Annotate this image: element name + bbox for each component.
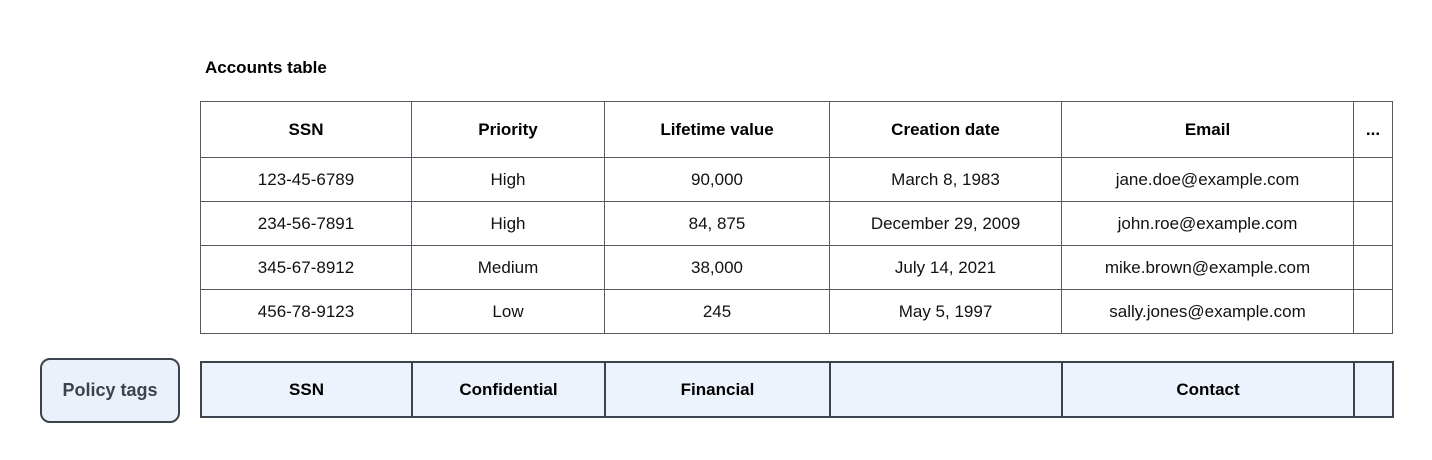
cell-email: mike.brown@example.com	[1061, 245, 1354, 290]
table-title: Accounts table	[205, 58, 327, 77]
header-row: SSN Priority Lifetime value Creation dat…	[200, 101, 1393, 158]
column-header-email: Email	[1061, 101, 1354, 158]
policy-tag-financial: Financial	[604, 361, 831, 418]
policy-tag-contact: Contact	[1061, 361, 1355, 418]
cell-priority: High	[411, 201, 605, 246]
column-header-lifetime-value: Lifetime value	[604, 101, 830, 158]
policy-tag-empty-1	[829, 361, 1063, 418]
cell-lifetime-value: 38,000	[604, 245, 830, 290]
policy-tags-button[interactable]: Policy tags	[40, 358, 180, 423]
column-header-more: ...	[1353, 101, 1393, 158]
cell-lifetime-value: 90,000	[604, 157, 830, 202]
policy-tag-cells: SSN Confidential Financial Contact	[200, 361, 1394, 418]
cell-lifetime-value: 245	[604, 289, 830, 334]
cell-creation-date: March 8, 1983	[829, 157, 1062, 202]
cell-lifetime-value: 84, 875	[604, 201, 830, 246]
table-row: 234-56-7891 High 84, 875 December 29, 20…	[200, 201, 1393, 246]
cell-more	[1353, 201, 1393, 246]
cell-ssn: 123-45-6789	[200, 157, 412, 202]
policy-tag-empty-2	[1353, 361, 1394, 418]
cell-creation-date: May 5, 1997	[829, 289, 1062, 334]
cell-more	[1353, 157, 1393, 202]
cell-email: sally.jones@example.com	[1061, 289, 1354, 334]
cell-creation-date: July 14, 2021	[829, 245, 1062, 290]
cell-ssn: 234-56-7891	[200, 201, 412, 246]
policy-tag-ssn: SSN	[200, 361, 413, 418]
table-row: 345-67-8912 Medium 38,000 July 14, 2021 …	[200, 245, 1393, 290]
policy-tags-row: SSN Confidential Financial Contact	[200, 361, 1394, 418]
cell-more	[1353, 245, 1393, 290]
cell-priority: Low	[411, 289, 605, 334]
policy-tag-confidential: Confidential	[411, 361, 606, 418]
column-header-ssn: SSN	[200, 101, 412, 158]
cell-ssn: 345-67-8912	[200, 245, 412, 290]
cell-email: john.roe@example.com	[1061, 201, 1354, 246]
cell-priority: High	[411, 157, 605, 202]
policy-tags-button-label: Policy tags	[62, 380, 158, 400]
cell-email: jane.doe@example.com	[1061, 157, 1354, 202]
cell-more	[1353, 289, 1393, 334]
cell-creation-date: December 29, 2009	[829, 201, 1062, 246]
column-header-creation-date: Creation date	[829, 101, 1062, 158]
table-row: 123-45-6789 High 90,000 March 8, 1983 ja…	[200, 157, 1393, 202]
column-header-priority: Priority	[411, 101, 605, 158]
cell-priority: Medium	[411, 245, 605, 290]
table-row: 456-78-9123 Low 245 May 5, 1997 sally.jo…	[200, 289, 1393, 334]
accounts-table: SSN Priority Lifetime value Creation dat…	[200, 101, 1393, 334]
cell-ssn: 456-78-9123	[200, 289, 412, 334]
